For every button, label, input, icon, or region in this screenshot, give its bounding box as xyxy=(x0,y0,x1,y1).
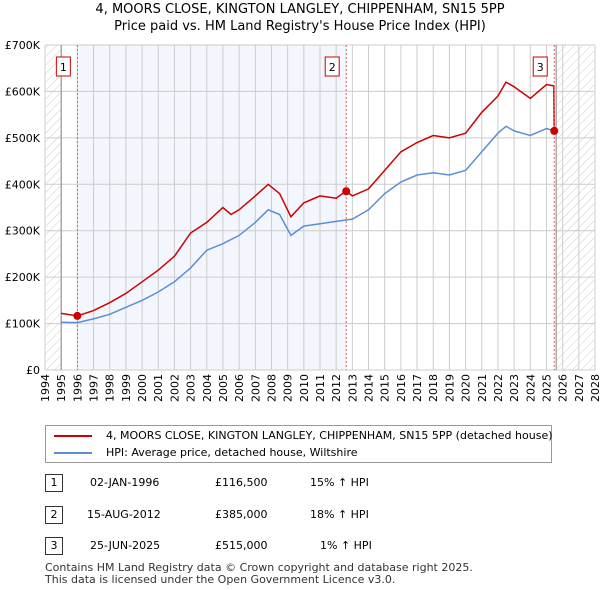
x-tick-label: 2005 xyxy=(217,374,230,402)
sale-price: £385,000 xyxy=(215,508,268,521)
chart-subtitle: Price paid vs. HM Land Registry's House … xyxy=(114,19,486,34)
legend-swatch-blue xyxy=(54,452,92,454)
sale-marker-label: 1 xyxy=(60,61,67,74)
price-chart: 1994 1995 1996 1997 1998 1999 2000 2001 2002 2003… xyxy=(5,39,600,402)
chart-title: 4, MOORS CLOSE, KINGTON LANGLEY, CHIPPEN… xyxy=(95,2,505,17)
sale-marker-box xyxy=(324,56,340,77)
y-tick-label: £700K xyxy=(5,39,41,52)
table-row: 3 25-JUN-2025 £515,000 1% ↑ HPI xyxy=(45,537,565,557)
legend-label: HPI: Average price, detached house, Wilt… xyxy=(106,446,358,459)
x-tick-label: 2015 xyxy=(379,374,392,402)
x-tick-label: 2017 xyxy=(411,374,424,402)
x-tick-label: 2011 xyxy=(314,374,327,402)
legend-item-property: 4, MOORS CLOSE, KINGTON LANGLEY, CHIPPEN… xyxy=(54,429,553,443)
x-tick-label: 2010 xyxy=(298,374,311,402)
x-tick-label: 1998 xyxy=(104,374,117,402)
x-tick-label: 2002 xyxy=(168,374,181,402)
sale-marker-label: 2 xyxy=(329,61,336,74)
legend-item-hpi: HPI: Average price, detached house, Wilt… xyxy=(54,446,358,460)
y-tick-label: £500K xyxy=(5,132,41,145)
y-tick-label: £100K xyxy=(5,318,41,331)
y-tick-label: £0 xyxy=(26,364,40,377)
hatch-after xyxy=(556,45,595,370)
hpi-line xyxy=(61,125,555,324)
x-tick-label: 2001 xyxy=(152,374,165,402)
sale-point xyxy=(342,187,351,196)
legend-label: 4, MOORS CLOSE, KINGTON LANGLEY, CHIPPEN… xyxy=(106,429,553,442)
sale-marker-box xyxy=(532,56,548,77)
x-tick-label: 2007 xyxy=(249,374,262,402)
x-tick-label: 2028 xyxy=(589,374,600,402)
sale-marker-label: 3 xyxy=(45,537,63,555)
sale-point xyxy=(550,126,559,135)
sale-date: 02-JAN-1996 xyxy=(90,476,160,489)
sale-marker-label: 3 xyxy=(537,61,544,74)
x-tick-label: 2026 xyxy=(557,374,570,402)
x-tick-label: 2018 xyxy=(427,374,440,402)
sale-date: 25-JUN-2025 xyxy=(90,539,161,552)
footer-license: This data is licensed under the Open Gov… xyxy=(45,573,396,586)
x-tick-label: 2006 xyxy=(233,374,246,402)
footer-copyright: Contains HM Land Registry data © Crown c… xyxy=(45,561,473,574)
y-tick-label: £300K xyxy=(5,225,41,238)
x-tick-label: 1997 xyxy=(88,374,101,402)
sale-hpi: 18% ↑ HPI xyxy=(310,508,369,521)
y-tick-label: £400K xyxy=(5,178,41,191)
x-tick-label: 2020 xyxy=(460,374,473,402)
x-tick-label: 2016 xyxy=(395,374,408,402)
sale-date: 15-AUG-2012 xyxy=(87,508,161,521)
sale-point xyxy=(73,311,82,320)
sale-hpi: 15% ↑ HPI xyxy=(310,476,369,489)
price-paid-line xyxy=(61,81,555,317)
table-row: 2 15-AUG-2012 £385,000 18% ↑ HPI xyxy=(45,506,565,526)
sale-price: £116,500 xyxy=(215,476,268,489)
sale-marker-label: 1 xyxy=(45,474,63,492)
x-tick-label: 1996 xyxy=(71,374,84,402)
legend-swatch-red xyxy=(54,435,92,437)
x-tick-label: 1995 xyxy=(55,374,68,402)
x-tick-label: 2012 xyxy=(330,374,343,402)
x-tick-label: 1999 xyxy=(120,374,133,402)
legend: 4, MOORS CLOSE, KINGTON LANGLEY, CHIPPEN… xyxy=(45,425,553,463)
sale-marker-box xyxy=(55,56,71,77)
x-tick-label: 2027 xyxy=(573,374,586,402)
sale-marker-label: 2 xyxy=(45,506,63,524)
ownership-shade xyxy=(77,45,347,370)
x-tick-label: 2004 xyxy=(201,374,214,402)
x-tick-label: 2023 xyxy=(508,374,521,402)
table-row: 1 02-JAN-1996 £116,500 15% ↑ HPI xyxy=(45,474,565,494)
x-tick-label: 2022 xyxy=(492,374,505,402)
y-tick-label: £200K xyxy=(5,271,41,284)
x-tick-label: 2014 xyxy=(363,374,376,402)
x-tick-label: 2009 xyxy=(282,374,295,402)
x-tick-label: 2003 xyxy=(185,374,198,402)
x-tick-label: 1994 xyxy=(39,374,52,402)
x-tick-label: 2013 xyxy=(346,374,359,402)
x-tick-label: 2008 xyxy=(265,374,278,402)
x-tick-label: 2019 xyxy=(443,374,456,402)
hatch-before xyxy=(45,45,62,370)
sale-price: £515,000 xyxy=(215,539,268,552)
y-tick-label: £600K xyxy=(5,85,41,98)
x-tick-label: 2000 xyxy=(136,374,149,402)
x-tick-label: 2025 xyxy=(540,374,553,402)
sale-hpi: 1% ↑ HPI xyxy=(320,539,372,552)
x-tick-label: 2024 xyxy=(524,374,537,402)
x-tick-label: 2021 xyxy=(476,374,489,402)
